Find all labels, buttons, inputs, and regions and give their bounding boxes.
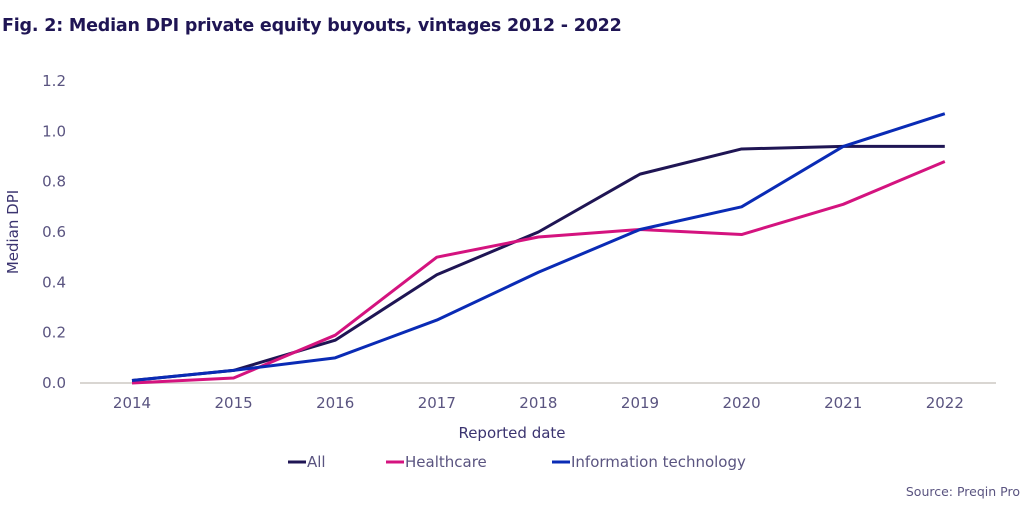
legend-label: Information technology	[571, 453, 746, 471]
x-tick-label: 2022	[926, 394, 964, 412]
x-tick-label: 2014	[113, 394, 151, 412]
x-tick-label: 2016	[316, 394, 354, 412]
source-note: Source: Preqin Pro	[905, 484, 1020, 499]
y-tick-label: 0.4	[42, 273, 66, 291]
x-tick-label: 2021	[824, 394, 862, 412]
y-axis-ticks: 0.0 0.2 0.4 0.6 0.8 1.0 1.2	[42, 72, 66, 392]
series-line-information-technology	[131, 112, 946, 382]
legend-item: Healthcare	[386, 453, 487, 471]
x-tick-label: 2017	[418, 394, 456, 412]
y-tick-label: 1.0	[42, 122, 66, 140]
x-tick-label: 2019	[621, 394, 659, 412]
x-axis-label: Reported date	[458, 424, 565, 442]
y-tick-label: 0.2	[42, 324, 66, 342]
chart-title: Fig. 2: Median DPI private equity buyout…	[2, 16, 622, 36]
y-axis-label: Median DPI	[4, 190, 22, 274]
legend-item: Information technology	[552, 453, 746, 471]
series-line-all	[131, 144, 945, 382]
legend-label: All	[307, 453, 326, 471]
x-tick-label: 2018	[519, 394, 557, 412]
x-tick-label: 2015	[215, 394, 253, 412]
series-lines	[131, 112, 946, 385]
legend-label: Healthcare	[405, 453, 487, 471]
legend-item: All	[288, 453, 326, 471]
y-tick-label: 0.8	[42, 173, 66, 191]
x-tick-label: 2020	[723, 394, 761, 412]
y-tick-label: 1.2	[42, 72, 66, 90]
legend: All Healthcare Information technology	[288, 453, 746, 471]
y-tick-label: 0.6	[42, 223, 66, 241]
x-axis-ticks: 2014 2015 2016 2017 2018 2019 2020 2021 2022	[113, 394, 964, 412]
series-line-healthcare	[131, 160, 946, 385]
y-tick-label: 0.0	[42, 374, 66, 392]
